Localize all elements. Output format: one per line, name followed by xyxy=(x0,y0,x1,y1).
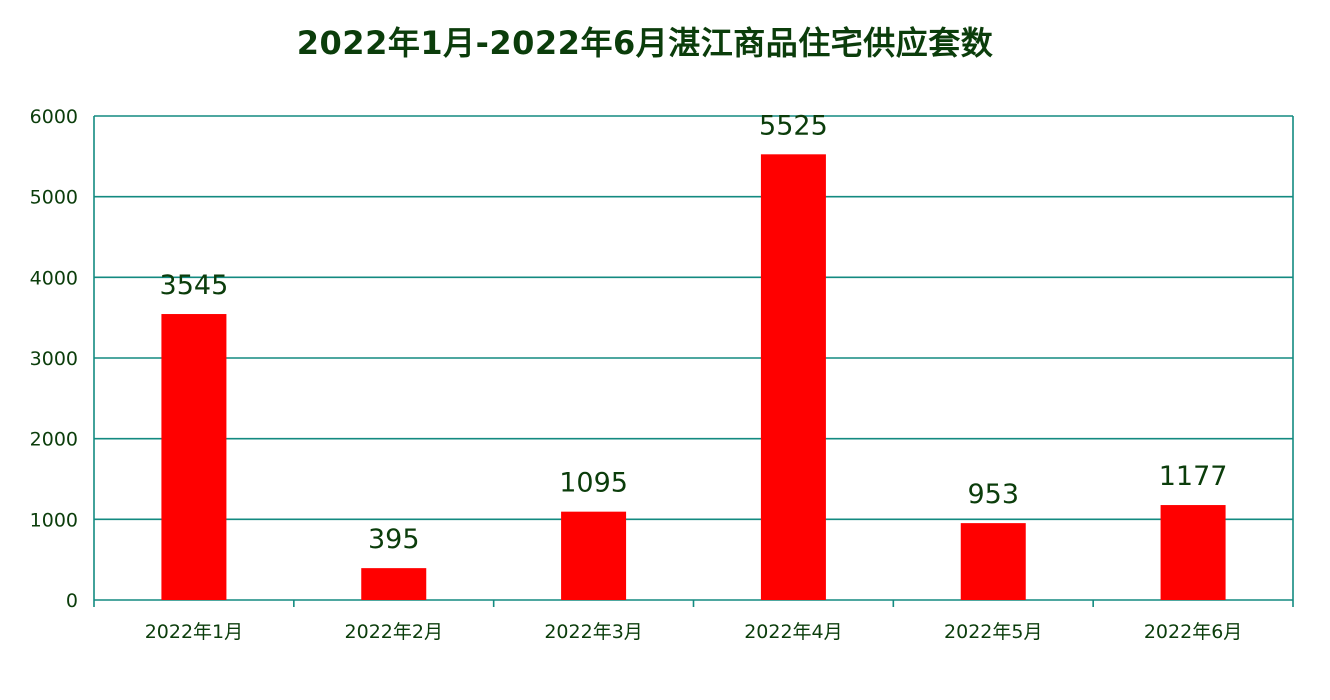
data-label-1: 3545 xyxy=(160,270,229,301)
bar-5 xyxy=(960,523,1026,600)
data-label-4: 5525 xyxy=(759,110,828,141)
bar-2 xyxy=(361,568,427,600)
x-tick-label-3: 2022年3月 xyxy=(544,621,642,643)
bar-1 xyxy=(161,314,227,600)
y-tick-label-1000: 1000 xyxy=(30,509,78,531)
y-tick-label-4000: 4000 xyxy=(30,267,78,289)
chart-title: 2022年1月-2022年6月湛江商品住宅供应套数 xyxy=(296,24,994,62)
x-tick-label-1: 2022年1月 xyxy=(145,621,243,643)
bar-3 xyxy=(561,511,627,600)
x-tick-label-2: 2022年2月 xyxy=(345,621,443,643)
y-tick-label-3000: 3000 xyxy=(30,348,78,370)
y-tick-label-0: 0 xyxy=(66,590,78,612)
y-tick-label-6000: 6000 xyxy=(30,106,78,128)
bar-4 xyxy=(760,154,826,601)
x-tick-label-4: 2022年4月 xyxy=(744,621,842,643)
bar-6 xyxy=(1160,505,1226,600)
y-tick-label-2000: 2000 xyxy=(30,429,78,451)
data-label-6: 1177 xyxy=(1159,461,1228,492)
data-label-3: 1095 xyxy=(559,468,628,499)
data-label-5: 953 xyxy=(967,479,1019,510)
y-tick-label-5000: 5000 xyxy=(30,187,78,209)
x-tick-label-6: 2022年6月 xyxy=(1144,621,1242,643)
data-label-2: 395 xyxy=(368,524,420,555)
x-tick-label-5: 2022年5月 xyxy=(944,621,1042,643)
